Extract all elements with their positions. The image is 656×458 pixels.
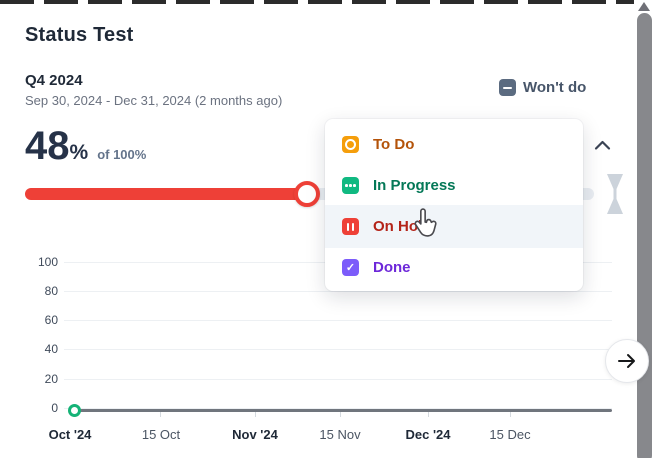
progress-series-line xyxy=(75,409,612,412)
scrollbar-thumb[interactable] xyxy=(637,13,652,458)
y-tick-label: 40 xyxy=(44,342,58,356)
x-tick xyxy=(255,412,256,417)
scrollbar-up-arrow-icon[interactable] xyxy=(638,2,650,11)
x-tick-label: 15 Dec xyxy=(489,427,531,442)
minus-badge-icon xyxy=(499,79,516,96)
check-icon: ✓ xyxy=(342,259,359,276)
next-button[interactable] xyxy=(605,339,649,383)
arrow-right-icon xyxy=(618,354,635,368)
x-tick xyxy=(340,412,341,417)
x-tick-label: 15 Oct xyxy=(141,427,181,442)
y-tick-label: 60 xyxy=(44,313,58,327)
series-start-marker xyxy=(68,404,81,417)
x-tick xyxy=(510,412,511,417)
progress-of-label: of 100% xyxy=(97,147,147,162)
progress-slider-fill xyxy=(25,188,310,200)
wont-do-label: Won't do xyxy=(523,79,587,96)
page-title: Status Test xyxy=(25,24,134,46)
period-label: Q4 2024 xyxy=(25,72,83,89)
progress-percent-sign: % xyxy=(69,141,89,164)
gridline-80 xyxy=(64,291,612,292)
y-tick-label: 0 xyxy=(51,401,58,415)
x-tick xyxy=(160,412,161,417)
x-tick-label: Oct '24 xyxy=(48,427,92,442)
y-tick-label: 80 xyxy=(44,284,58,298)
top-dashed-border xyxy=(0,0,634,4)
menu-item-label: On Hold xyxy=(373,218,432,235)
chevron-up-icon[interactable] xyxy=(594,138,611,156)
menu-item-to-do[interactable]: To Do xyxy=(325,123,583,166)
menu-item-done[interactable]: ✓ Done xyxy=(325,246,583,289)
x-tick xyxy=(428,412,429,417)
status-dropdown-menu: To Do In Progress On Hold ✓ Done xyxy=(325,119,583,291)
ellipsis-icon xyxy=(342,177,359,194)
gridline-20 xyxy=(64,379,612,380)
progress-number: 48 xyxy=(25,124,70,168)
slider-end-handle-icon[interactable] xyxy=(606,174,624,219)
x-tick-label: 15 Nov xyxy=(319,427,361,442)
gridline-0 xyxy=(64,408,612,409)
circle-outline-icon xyxy=(342,136,359,153)
menu-item-on-hold[interactable]: On Hold xyxy=(325,205,583,248)
gridline-40 xyxy=(64,349,612,350)
x-tick-label: Dec '24 xyxy=(405,427,451,442)
y-tick-label: 20 xyxy=(44,372,58,386)
pause-icon xyxy=(342,218,359,235)
menu-item-label: To Do xyxy=(373,136,415,153)
x-tick-label: Nov '24 xyxy=(232,427,278,442)
y-tick-label: 100 xyxy=(37,255,58,269)
gridline-60 xyxy=(64,320,612,321)
menu-item-in-progress[interactable]: In Progress xyxy=(325,164,583,207)
menu-item-label: Done xyxy=(373,259,411,276)
legend-wont-do[interactable]: Won't do xyxy=(499,79,586,96)
progress-slider-handle[interactable] xyxy=(294,181,320,207)
menu-item-label: In Progress xyxy=(373,177,456,194)
date-range-label: Sep 30, 2024 - Dec 31, 2024 (2 months ag… xyxy=(25,93,283,108)
progress-value: 48 % of 100% xyxy=(25,126,146,166)
